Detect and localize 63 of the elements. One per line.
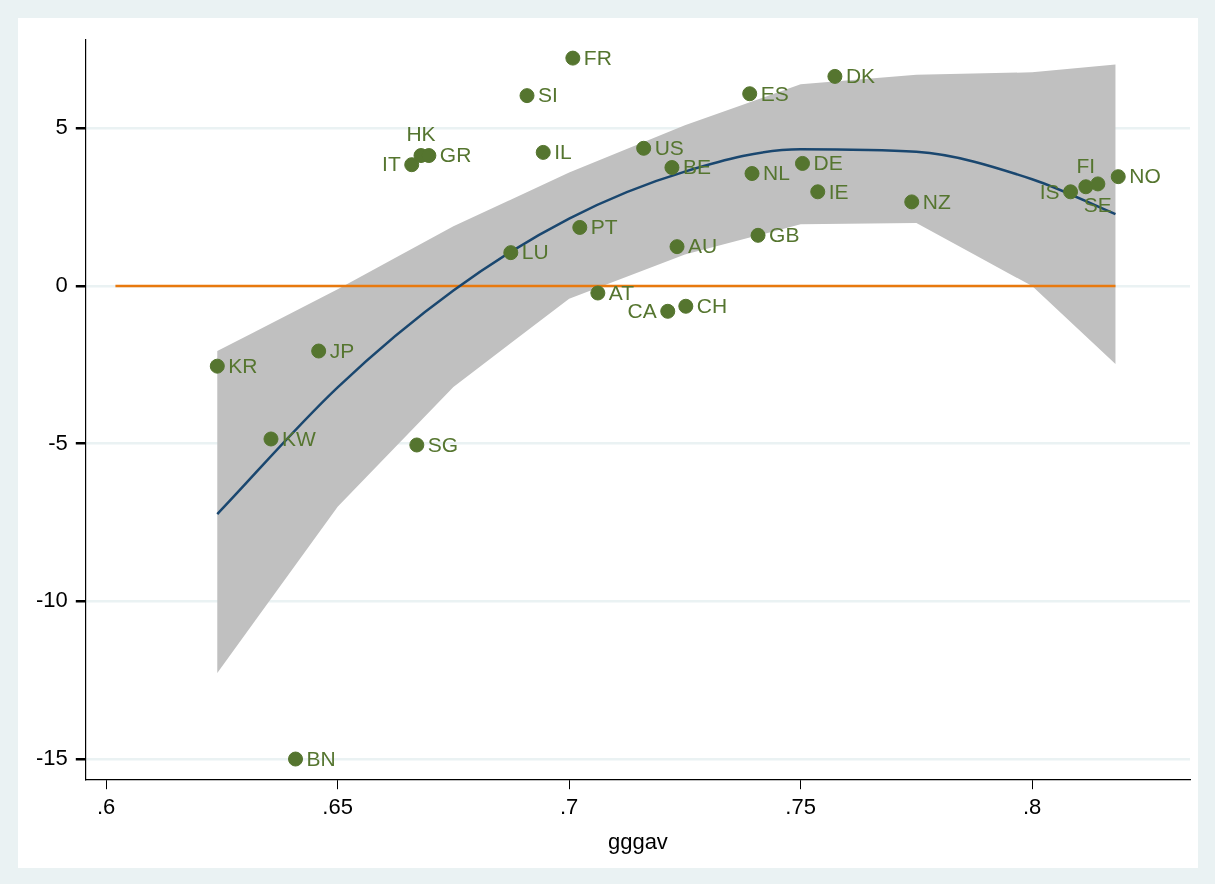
x-tick-label: .75 [785, 794, 816, 820]
point [660, 303, 676, 319]
point [636, 140, 652, 156]
point [311, 343, 327, 359]
point [750, 227, 766, 243]
point [1078, 179, 1094, 195]
data-label: HK [406, 122, 436, 146]
x-tick-label: .8 [1022, 794, 1042, 820]
data-label: FR [583, 45, 612, 69]
point [1090, 176, 1106, 192]
data-label: JP [329, 338, 355, 362]
data-label: AU [688, 234, 718, 258]
data-label: GR [439, 143, 472, 167]
point [404, 157, 420, 173]
x-axis-title: gggav [607, 828, 668, 854]
data-label: IE [828, 179, 849, 203]
data-label: BN [306, 746, 336, 770]
point [535, 144, 551, 160]
point [678, 298, 694, 314]
data-label: NL [763, 161, 790, 185]
data-label: US [654, 136, 684, 160]
data-label: IT [382, 152, 401, 176]
data-label: NZ [922, 189, 951, 213]
point [744, 166, 760, 182]
point [263, 431, 279, 447]
y-tick-label: 5 [55, 114, 68, 140]
data-label: IL [554, 140, 572, 164]
data-label: SG [427, 432, 459, 456]
data-label: NO [1129, 164, 1161, 188]
x-tick-label: .65 [322, 794, 353, 820]
point [503, 245, 519, 261]
y-tick-label: -10 [36, 587, 68, 613]
data-label: PT [590, 215, 618, 239]
data-label: ES [760, 81, 789, 105]
point [827, 68, 843, 84]
point [288, 751, 304, 767]
point [590, 285, 606, 301]
y-tick-label: -5 [48, 429, 68, 455]
data-label: CH [696, 294, 728, 318]
point [742, 86, 758, 102]
x-tick-label: .7 [559, 794, 579, 820]
point [1110, 169, 1126, 185]
data-label: FI [1076, 153, 1096, 177]
point [572, 219, 588, 235]
point [1063, 184, 1079, 200]
point [794, 155, 810, 171]
data-label: SI [538, 83, 558, 107]
point [409, 437, 425, 453]
point [519, 88, 535, 104]
point [565, 50, 581, 66]
data-label: DK [845, 64, 876, 88]
y-tick-label: -15 [36, 745, 68, 771]
y-tick-label: 0 [55, 272, 68, 298]
point [904, 194, 920, 210]
point [664, 160, 680, 176]
point [669, 239, 685, 255]
data-label: DE [813, 151, 843, 175]
x-tick-label: .6 [96, 794, 116, 820]
point [810, 184, 826, 200]
point [209, 358, 225, 374]
data-label: GB [769, 223, 800, 247]
data-label: KR [228, 353, 258, 377]
data-label: LU [521, 240, 549, 264]
